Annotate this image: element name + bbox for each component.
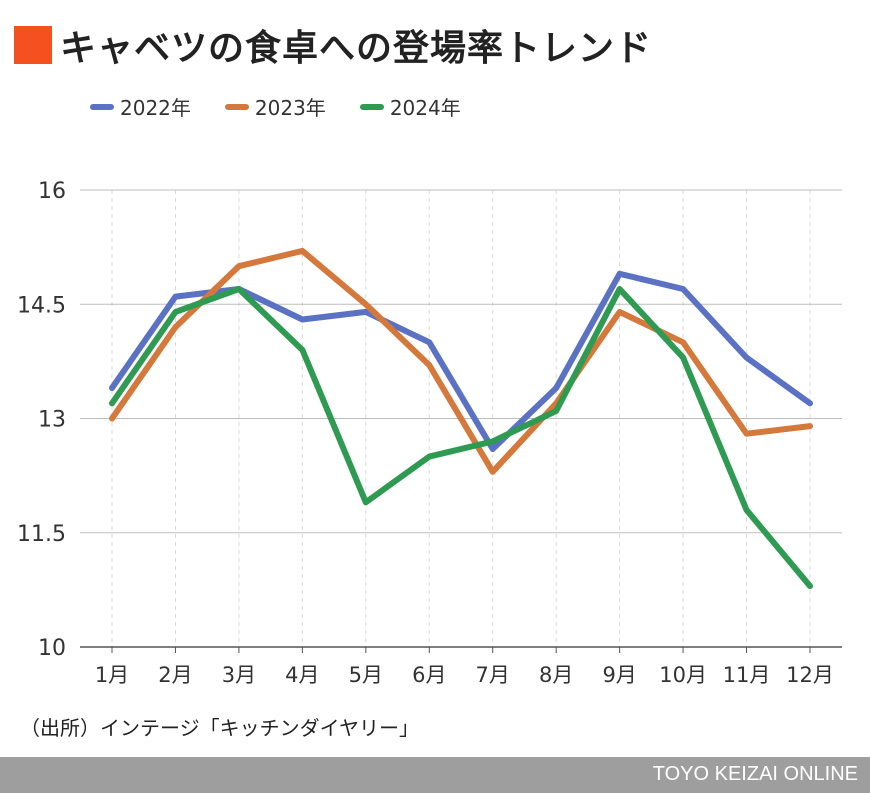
legend-label-2024: 2024年	[389, 96, 461, 120]
source-note: （出所）インテージ「キッチンダイヤリー」	[20, 716, 419, 740]
y-tick-label: 16	[38, 179, 66, 204]
x-tick-label: 8月	[539, 663, 573, 687]
y-tick-label: 10	[38, 636, 66, 661]
legend-item-2022: 2022年	[90, 92, 191, 121]
y-tick-label: 13	[38, 408, 66, 433]
x-tick-label: 11月	[723, 663, 771, 687]
legend-label-2022: 2022年	[120, 96, 191, 120]
y-tick-label: 11.5	[17, 522, 66, 547]
legend-item-2024: 2024年	[359, 92, 461, 121]
x-tick-label: 2月	[158, 663, 192, 687]
x-tick-label: 5月	[349, 663, 383, 687]
x-tick-label: 1月	[95, 663, 129, 687]
legend-swatch-2024	[359, 103, 384, 110]
line-chart: 10 11.5 13 14.5 16 1月 2月 3月 4月 5月 6月 7月 8月 9月 10月 11月 12…	[17, 179, 842, 687]
legend-swatch-2022	[90, 103, 114, 110]
x-tick-label: 12月	[786, 663, 834, 687]
x-tick-label: 3月	[222, 663, 256, 687]
x-tick-label: 9月	[602, 663, 636, 687]
chart-title: キャベツの食卓への登場率トレンド	[14, 22, 653, 69]
brand-logo: TOYO KEIZAI ONLINE	[652, 763, 858, 785]
x-tick-label: 7月	[476, 663, 510, 687]
x-tick-label: 10月	[659, 663, 707, 687]
x-tick-label: 6月	[412, 663, 446, 687]
y-tick-label: 14.5	[17, 293, 66, 318]
legend-label-2023: 2023年	[254, 96, 326, 120]
legend-swatch-2023	[224, 103, 249, 110]
title-text: キャベツの食卓への登場率トレンド	[60, 28, 653, 69]
series-line-2023年	[109, 247, 813, 475]
series-line-2024年	[109, 286, 813, 590]
footer-bar: TOYO KEIZAI ONLINE	[0, 757, 870, 793]
x-tick-label: 4月	[285, 663, 319, 687]
legend: 2022年 2023年 2024年	[90, 92, 495, 121]
legend-item-2023: 2023年	[224, 92, 326, 121]
title-square-icon	[14, 26, 52, 64]
